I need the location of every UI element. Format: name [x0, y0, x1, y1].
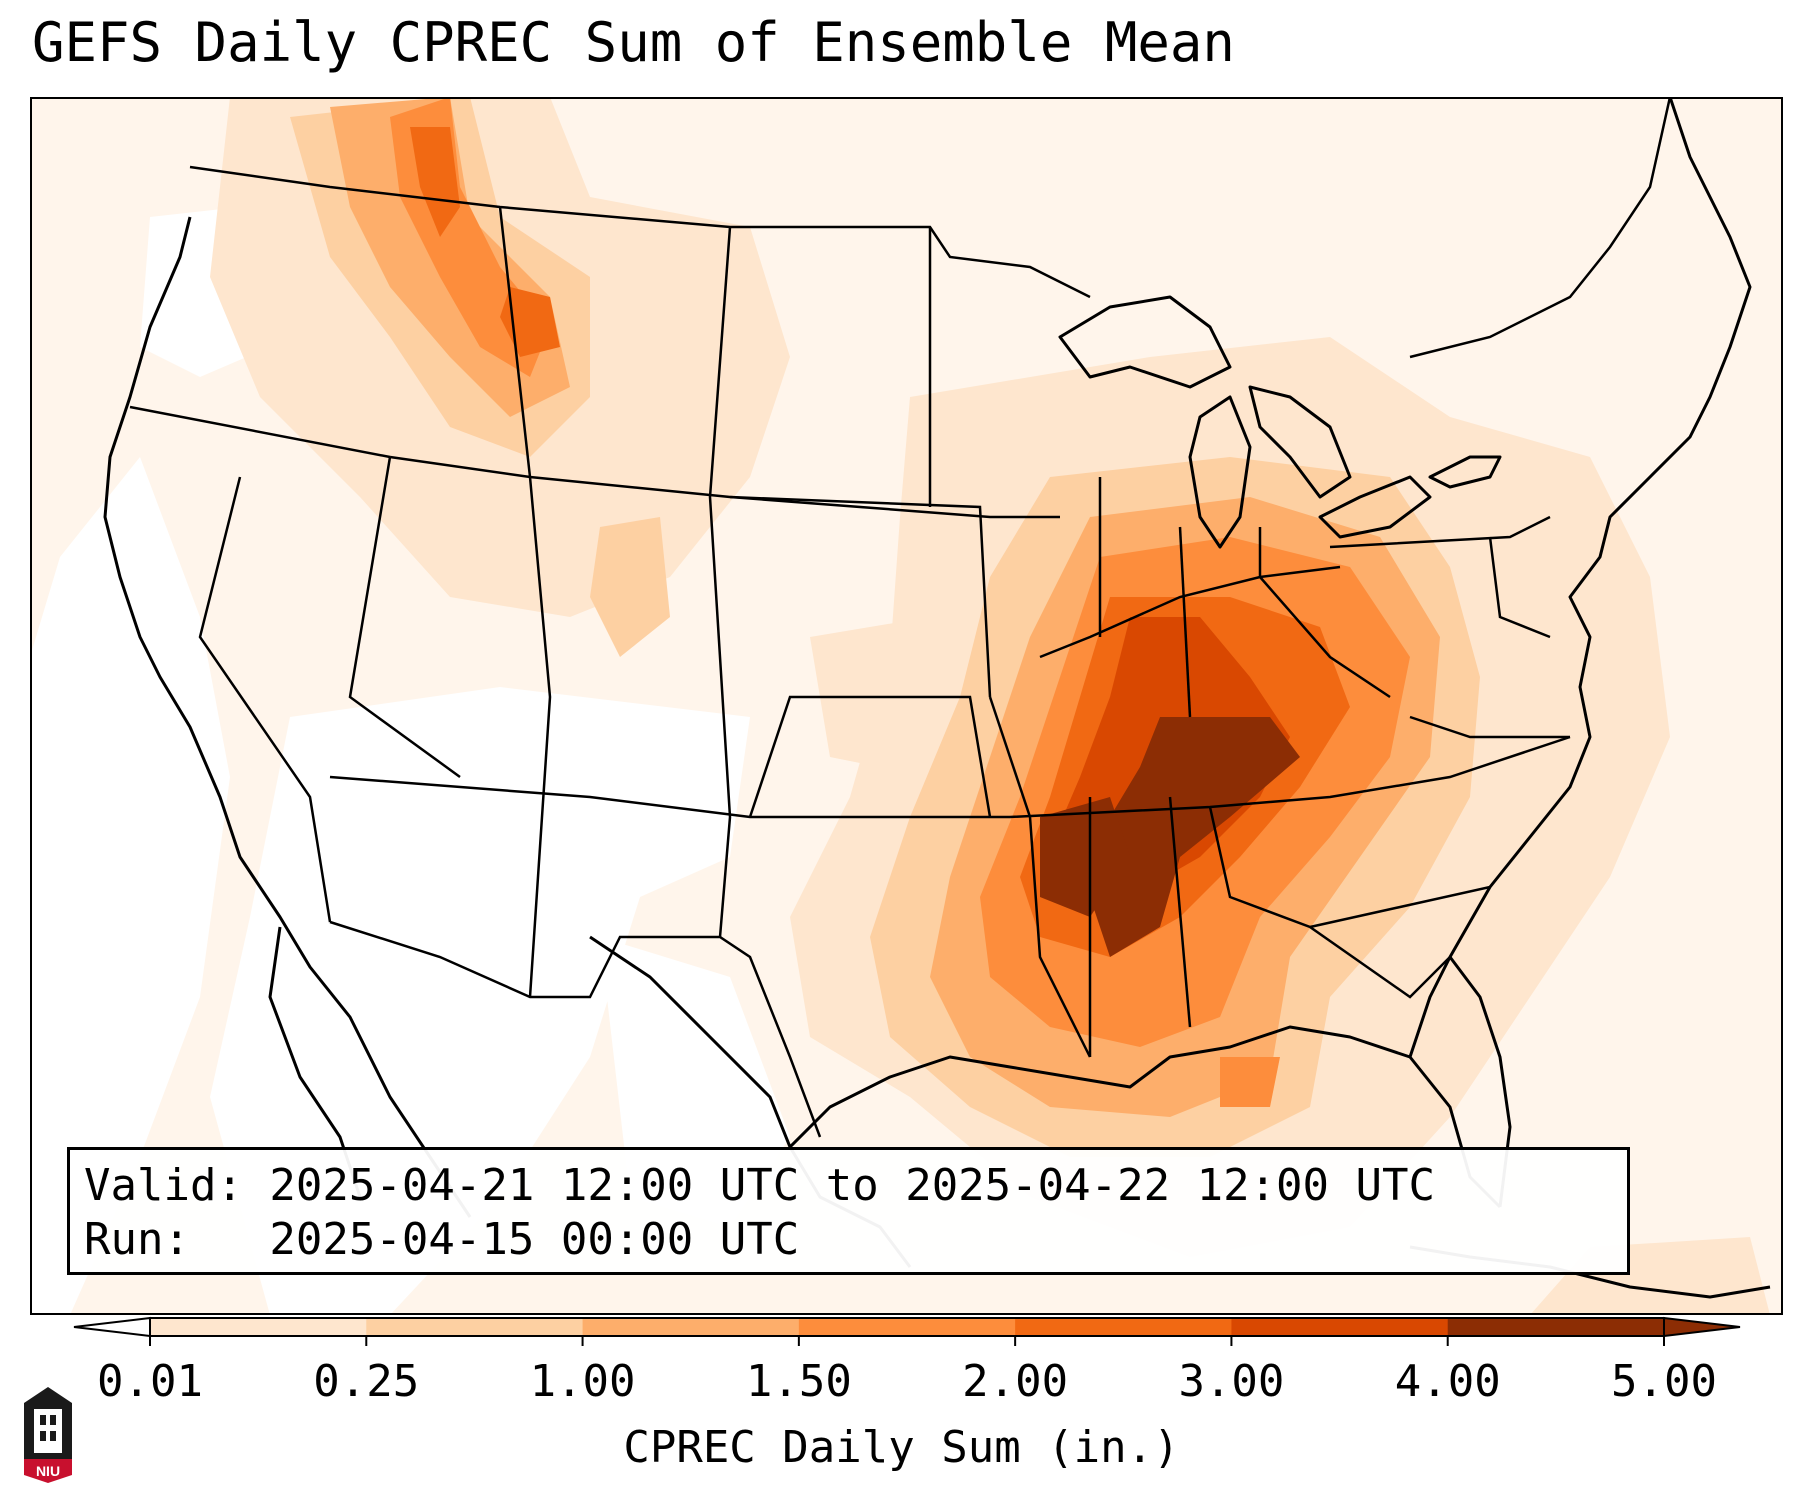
- colorbar-tick-label: 4.00: [1395, 1356, 1501, 1407]
- niu-logo: NIU: [24, 1387, 72, 1483]
- colorbar-segment: [798, 1318, 1016, 1336]
- colorbar-over-arrow: [1663, 1316, 1741, 1338]
- colorbar-frame: [149, 1317, 1665, 1337]
- precip-over-500: [1040, 717, 1300, 957]
- colorbar-tick-label: 0.25: [313, 1356, 419, 1407]
- colorbar-segment: [1015, 1318, 1232, 1336]
- colorbar-segment: [1231, 1318, 1449, 1336]
- logo-text: NIU: [36, 1463, 60, 1479]
- colorbar-tick-label: 1.50: [746, 1356, 852, 1407]
- precipitation-map: [30, 97, 1783, 1315]
- colorbar-ticks: 0.01 0.25 1.00 1.50 2.00 3.00 4.00 5.00: [97, 1336, 1717, 1407]
- colorbar-tick-label: 3.00: [1178, 1356, 1284, 1407]
- colorbar: 0.01 0.25 1.00 1.50 2.00 3.00 4.00 5.00: [73, 1316, 1741, 1407]
- valid-time-text: Valid: 2025-04-21 12:00 UTC to 2025-04-2…: [84, 1160, 1436, 1211]
- logo-tower-icon: [34, 1409, 62, 1453]
- state-borders: [129, 97, 1672, 1138]
- colorbar-segment: [150, 1318, 367, 1336]
- colorbar-label: CPREC Daily Sum (in.): [623, 1422, 1180, 1473]
- run-time-text: Run: 2025-04-15 00:00 UTC: [84, 1214, 800, 1265]
- colorbar-tick-label: 0.01: [97, 1356, 203, 1407]
- colorbar-tick-label: 2.00: [962, 1356, 1068, 1407]
- colorbar-segments: [150, 1318, 1665, 1336]
- map-frame: [30, 97, 1783, 1315]
- colorbar-tick-label: 5.00: [1611, 1356, 1717, 1407]
- colorbar-segment: [1447, 1318, 1665, 1336]
- colorbar-segment: [582, 1318, 800, 1336]
- valid-run-info-box: Valid: 2025-04-21 12:00 UTC to 2025-04-2…: [67, 1147, 1630, 1275]
- colorbar-segment: [366, 1318, 584, 1336]
- map-title: GEFS Daily CPREC Sum of Ensemble Mean: [32, 11, 1235, 74]
- colorbar-tick-label: 1.00: [530, 1356, 636, 1407]
- colorbar-under-arrow: [73, 1316, 151, 1338]
